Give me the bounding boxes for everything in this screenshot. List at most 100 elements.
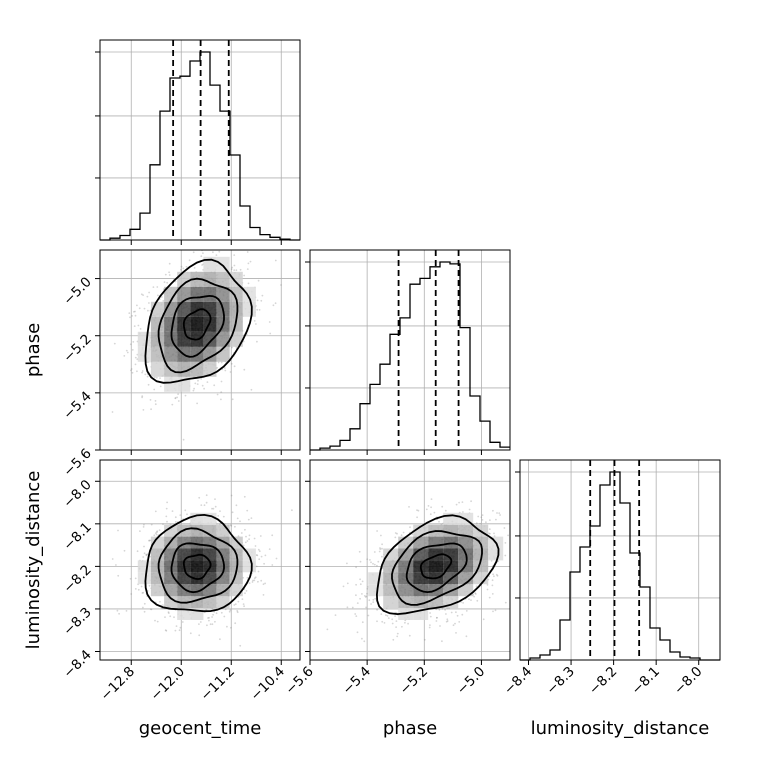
sample-point bbox=[366, 587, 369, 590]
density-cell bbox=[216, 256, 230, 272]
sample-point bbox=[239, 211, 241, 213]
sample-point bbox=[179, 626, 182, 629]
sample-point bbox=[215, 254, 218, 256]
histogram-luminosity_distance bbox=[520, 471, 720, 661]
sample-point bbox=[244, 592, 246, 595]
sample-point bbox=[359, 583, 362, 586]
sample-point bbox=[168, 274, 171, 276]
sample-point bbox=[441, 505, 444, 508]
density-cell bbox=[398, 560, 414, 573]
sample-point bbox=[164, 273, 167, 276]
sample-point bbox=[446, 618, 449, 621]
sample-point bbox=[134, 577, 137, 580]
sample-point bbox=[169, 615, 172, 618]
sample-point bbox=[214, 620, 216, 623]
sample-point bbox=[470, 500, 472, 503]
sample-point bbox=[233, 264, 236, 267]
sample-point bbox=[244, 541, 247, 544]
sample-point bbox=[408, 506, 410, 508]
sample-point bbox=[250, 388, 253, 391]
sample-point bbox=[200, 378, 203, 380]
sample-point bbox=[155, 376, 158, 379]
density-cell bbox=[443, 524, 459, 537]
sample-point bbox=[230, 268, 233, 271]
sample-point bbox=[498, 512, 501, 514]
sample-point bbox=[401, 625, 403, 628]
density-cell bbox=[137, 572, 151, 585]
sample-point bbox=[223, 615, 226, 618]
sample-point bbox=[383, 622, 386, 624]
density-cell bbox=[190, 512, 204, 525]
sample-point bbox=[465, 635, 468, 638]
density-cell bbox=[150, 584, 164, 597]
density-cell bbox=[216, 584, 230, 597]
sample-point bbox=[208, 619, 210, 622]
sample-point bbox=[427, 505, 430, 507]
sample-point bbox=[496, 574, 499, 577]
sample-point bbox=[499, 514, 501, 516]
density-cell bbox=[177, 286, 191, 302]
sample-point bbox=[446, 620, 449, 622]
sample-point bbox=[402, 531, 405, 534]
density-cell bbox=[150, 331, 164, 347]
sample-point bbox=[211, 507, 213, 510]
sample-point bbox=[436, 616, 438, 619]
density-cell bbox=[216, 271, 230, 287]
density-cell bbox=[229, 286, 243, 302]
sample-point bbox=[230, 362, 233, 365]
sample-point bbox=[239, 268, 242, 271]
sample-point bbox=[182, 267, 185, 270]
sample-point bbox=[257, 580, 259, 583]
density-cell bbox=[413, 608, 429, 620]
y-tick-label: −5.0 bbox=[60, 274, 94, 308]
sample-point bbox=[261, 294, 264, 297]
sample-point bbox=[256, 299, 259, 302]
density-cell bbox=[203, 286, 217, 302]
sample-point bbox=[429, 513, 432, 516]
sample-point bbox=[511, 570, 513, 572]
sample-point bbox=[243, 274, 246, 277]
sample-point bbox=[365, 606, 367, 609]
sample-point bbox=[386, 615, 389, 617]
sample-point bbox=[354, 613, 357, 615]
sample-point bbox=[184, 509, 187, 512]
sample-point bbox=[156, 286, 159, 288]
sample-point bbox=[533, 531, 535, 533]
sample-point bbox=[129, 316, 131, 319]
contour-level bbox=[157, 527, 239, 604]
sample-point bbox=[455, 632, 457, 634]
sample-point bbox=[111, 411, 114, 413]
sample-point bbox=[255, 554, 258, 556]
sample-point bbox=[468, 598, 470, 601]
sample-point bbox=[439, 625, 441, 627]
sample-point bbox=[146, 553, 149, 556]
sample-point bbox=[246, 576, 249, 579]
sample-point bbox=[207, 617, 209, 619]
y-tick-label: −8.4 bbox=[60, 647, 94, 681]
sample-point bbox=[468, 508, 471, 511]
sample-point bbox=[159, 600, 161, 603]
sample-point bbox=[370, 561, 372, 564]
sample-point bbox=[180, 268, 182, 271]
sample-point bbox=[233, 365, 236, 368]
y-tick-label: −5.2 bbox=[60, 331, 94, 365]
sample-point bbox=[392, 638, 395, 641]
panel-frame bbox=[309, 249, 511, 451]
sample-point bbox=[359, 597, 361, 600]
x-axis-label: phase bbox=[383, 718, 437, 739]
y-axis-label: phase bbox=[23, 323, 44, 377]
sample-point bbox=[117, 574, 120, 577]
sample-point bbox=[486, 584, 489, 586]
contour-level bbox=[170, 294, 225, 358]
density-cell bbox=[203, 596, 217, 609]
sample-point bbox=[513, 538, 515, 540]
panel-frame bbox=[309, 459, 511, 661]
sample-point bbox=[142, 606, 144, 609]
sample-point bbox=[142, 294, 145, 296]
density-cell bbox=[164, 376, 178, 392]
sample-point bbox=[142, 591, 145, 594]
sample-point bbox=[230, 626, 232, 629]
sample-point bbox=[433, 511, 436, 514]
sample-point bbox=[148, 291, 151, 294]
sample-point bbox=[231, 346, 233, 349]
